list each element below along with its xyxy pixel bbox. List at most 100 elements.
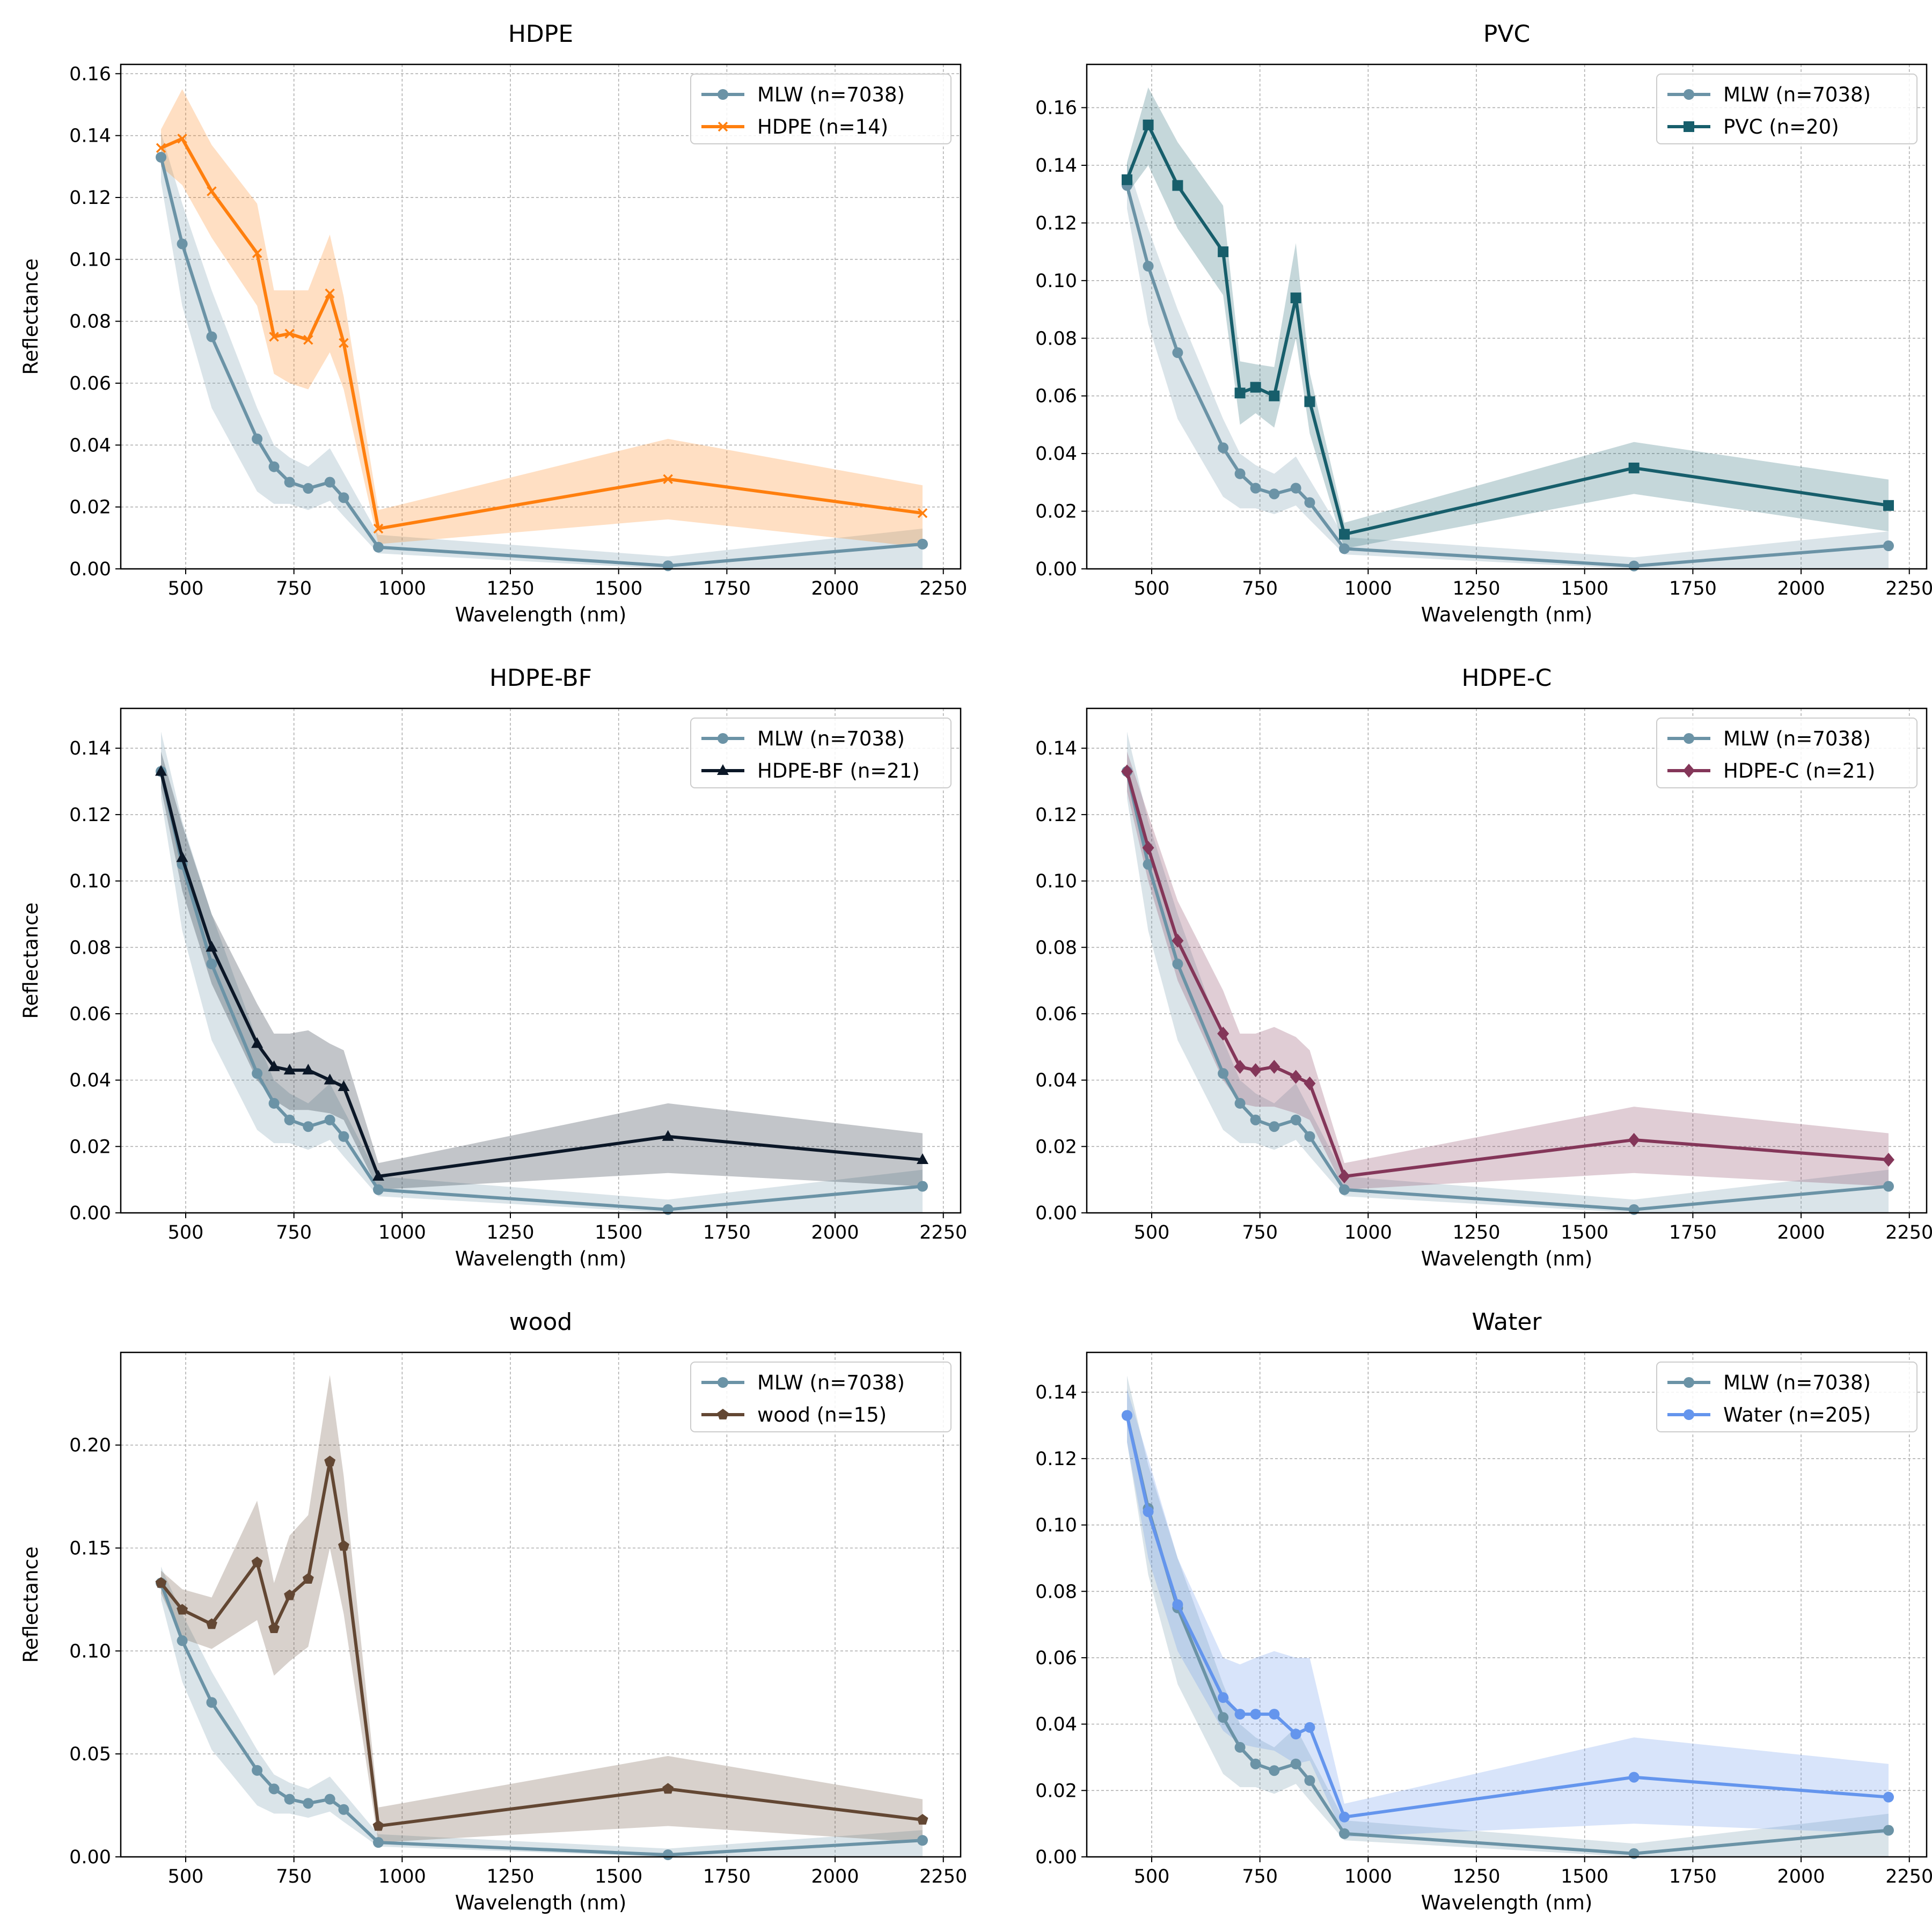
data-point (1269, 1709, 1280, 1720)
data-point (1338, 1184, 1350, 1195)
x-tick-label: 1000 (1344, 1866, 1392, 1887)
legend-label: wood (n=15) (757, 1403, 887, 1426)
y-tick-label: 0.15 (69, 1538, 111, 1559)
data-point (1143, 859, 1154, 870)
series-line (159, 1582, 923, 1857)
data-point (156, 152, 167, 163)
data-point (917, 1153, 929, 1165)
data-point (1172, 347, 1183, 358)
x-tick-label: 1000 (378, 1866, 426, 1887)
data-point (917, 1835, 928, 1846)
data-point (1290, 482, 1301, 494)
y-tick-label: 0.10 (1035, 270, 1077, 292)
data-point (917, 508, 928, 518)
legend-label: MLW (n=7038) (757, 727, 905, 750)
data-point (324, 1794, 335, 1805)
y-tick-label: 0.00 (1035, 559, 1077, 580)
x-tick-label: 500 (168, 1866, 204, 1887)
legend-box (1656, 74, 1918, 144)
data-point (1218, 442, 1229, 453)
chart-title: wood (509, 1308, 573, 1336)
axes-frame (1086, 1351, 1928, 1858)
data-point (1172, 933, 1184, 948)
data-point (252, 1765, 263, 1776)
data-point (1628, 560, 1640, 572)
x-tick-label: 2000 (811, 1866, 859, 1887)
data-point (268, 1622, 280, 1634)
data-point (177, 1604, 188, 1615)
legend-box (690, 718, 952, 788)
legend-marker (1684, 1377, 1694, 1388)
axes-frame (120, 63, 962, 570)
y-tick-label: 0.00 (1035, 1847, 1077, 1868)
x-tick-label: 1750 (1669, 1866, 1717, 1887)
y-tick-label: 0.00 (69, 559, 111, 580)
series-1 (1122, 1410, 1894, 1823)
data-point (251, 1037, 264, 1048)
y-tick-label: 0.08 (69, 311, 111, 333)
legend-label: MLW (n=7038) (1723, 83, 1871, 106)
chart-panel-pvc: PVC 500 750 1000 1250 1500 1750 2000 2250 0.00 0.0… (966, 0, 1932, 644)
data-point (206, 1697, 217, 1708)
y-tick-label: 0.14 (69, 126, 111, 147)
data-point (268, 1783, 280, 1795)
y-tick-label: 0.04 (69, 435, 111, 456)
data-point (251, 1556, 263, 1568)
data-point (1338, 543, 1350, 554)
data-point (206, 958, 217, 970)
y-tick-label: 0.12 (69, 804, 111, 826)
y-tick-label: 0.02 (69, 497, 111, 518)
data-point (284, 1114, 295, 1125)
data-point (1290, 1729, 1301, 1740)
data-point (324, 1073, 336, 1085)
y-tick-label: 0.08 (1035, 1581, 1077, 1602)
x-tick-label: 1250 (1452, 578, 1500, 599)
chart-panel-water: Water 500 750 1000 1250 1500 1750 2000 2250 0.00 0… (966, 1288, 1932, 1932)
y-tick-label: 0.10 (69, 1641, 111, 1662)
chart-panel-hdpe-bf: HDPE-BF 500 750 1000 1250 1500 1750 2000 2250 0.0… (0, 644, 966, 1288)
x-tick-label: 2000 (811, 578, 859, 599)
grid (1087, 708, 1927, 1213)
data-point (1338, 1169, 1350, 1183)
data-point (206, 941, 218, 952)
data-point (1143, 1506, 1154, 1517)
chart-svg: HDPE-BF 500 750 1000 1250 1500 1750 2000 2250 0.0… (19, 664, 966, 1270)
data-point (372, 1837, 384, 1848)
x-axis-label: Wavelength (nm) (1421, 1247, 1593, 1270)
series-line (1125, 771, 1889, 1178)
x-tick-label: 2000 (1777, 1222, 1825, 1243)
chart-panel-hdpe-c: HDPE-C 500 750 1000 1250 1500 1750 2000 2250 0.00… (966, 644, 1932, 1288)
legend-label: HDPE (n=14) (757, 115, 888, 138)
x-tick-label: 1000 (378, 578, 426, 599)
data-point (1122, 174, 1133, 185)
legend-label: Water (n=205) (1723, 1403, 1871, 1426)
data-point (373, 523, 384, 534)
data-point (339, 338, 349, 348)
x-tick-label: 2250 (919, 578, 966, 599)
legend-marker (718, 1377, 728, 1388)
series-1 (156, 134, 928, 534)
data-point (1143, 261, 1154, 272)
data-point (662, 1783, 674, 1794)
chart-panel-hdpe: HDPE 500 750 1000 1250 1500 1750 2000 2250 0.00 0.… (0, 0, 966, 644)
data-point (325, 288, 335, 298)
y-tick-label: 0.16 (1035, 98, 1077, 119)
data-point (1143, 119, 1154, 130)
data-point (303, 483, 314, 494)
y-tick-label: 0.14 (1035, 738, 1077, 759)
data-point (1217, 1027, 1230, 1041)
data-point (1290, 1114, 1301, 1125)
y-tick-label: 0.10 (69, 871, 111, 892)
data-point (1290, 1070, 1302, 1084)
y-tick-label: 0.06 (1035, 386, 1077, 407)
y-tick-label: 0.02 (1035, 1136, 1077, 1158)
data-point (372, 1820, 384, 1831)
x-tick-label: 1000 (1344, 1222, 1392, 1243)
y-tick-label: 0.14 (69, 738, 111, 759)
data-point (1234, 1097, 1246, 1109)
legend-box (1656, 1362, 1918, 1432)
y-axis-label: Reflectance (19, 259, 42, 375)
data-point (1250, 382, 1261, 393)
series-line (160, 137, 923, 531)
